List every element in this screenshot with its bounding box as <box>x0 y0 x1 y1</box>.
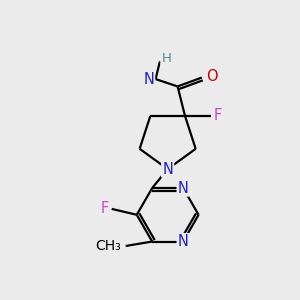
Text: N: N <box>178 234 189 249</box>
Text: H: H <box>161 52 171 65</box>
Text: F: F <box>100 201 109 216</box>
Text: N: N <box>178 181 189 196</box>
Text: O: O <box>206 69 218 84</box>
Text: N: N <box>143 72 154 87</box>
Text: CH₃: CH₃ <box>95 239 121 253</box>
Text: F: F <box>214 108 222 123</box>
Text: N: N <box>162 162 173 177</box>
